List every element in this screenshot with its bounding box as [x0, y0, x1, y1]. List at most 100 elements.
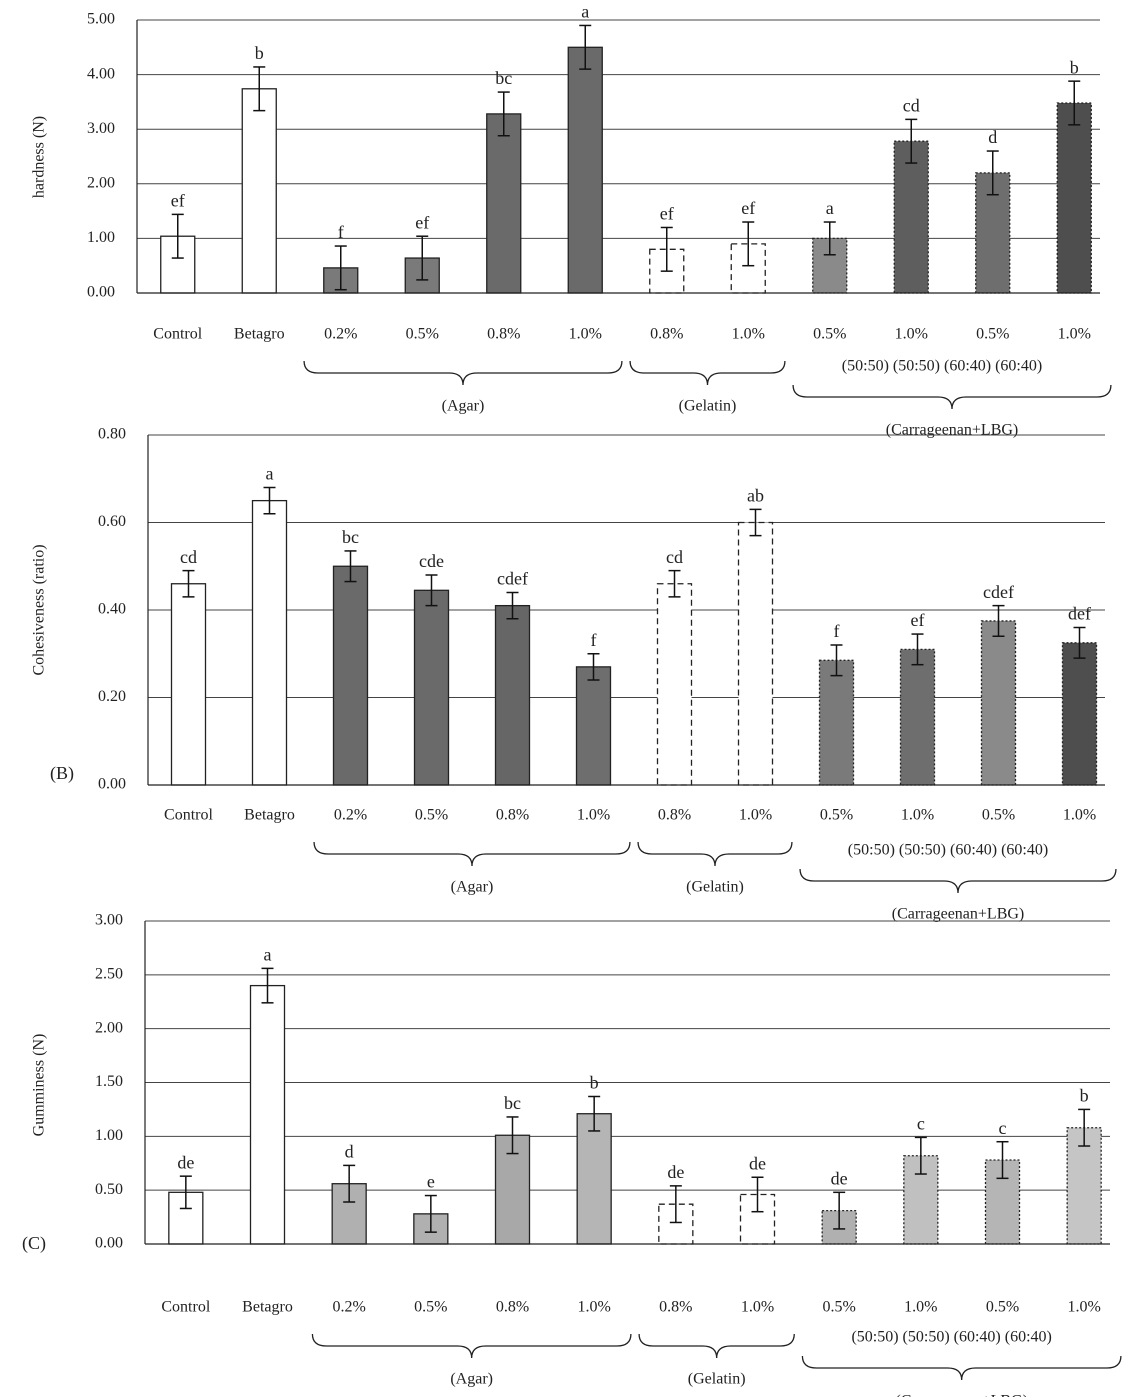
- y-tick-label: 0.00: [87, 284, 115, 301]
- significance-letter: cd: [903, 95, 920, 115]
- ratio-label: (50:50) (50:50) (60:40) (60:40): [851, 1329, 1051, 1346]
- group-label: (Gelatin): [686, 879, 744, 896]
- x-tick-label: 1.0%: [895, 326, 928, 343]
- significance-letter: a: [266, 464, 274, 484]
- group-label: (Carrageenan+LBG): [892, 906, 1025, 923]
- significance-letter: f: [338, 222, 344, 242]
- y-tick-label: 0.00: [95, 1235, 123, 1252]
- significance-letter: a: [264, 944, 272, 964]
- y-tick-label: 0.80: [98, 426, 126, 443]
- bar: [251, 986, 285, 1244]
- group-brace: [630, 361, 785, 385]
- x-tick-label: 1.0%: [1058, 326, 1091, 343]
- y-tick-label: 1.50: [95, 1073, 123, 1090]
- group-brace: [802, 1356, 1120, 1380]
- y-tick-label: 3.00: [87, 120, 115, 137]
- bar: [334, 566, 368, 785]
- bar: [739, 523, 773, 786]
- group-label: (Carrageenan+LBG): [886, 422, 1019, 439]
- significance-letter: b: [255, 43, 264, 63]
- significance-letter: bc: [504, 1093, 521, 1113]
- y-tick-label: 1.00: [95, 1127, 123, 1144]
- bar: [172, 584, 206, 785]
- significance-letter: e: [427, 1172, 435, 1192]
- x-tick-label: 0.8%: [659, 1299, 692, 1316]
- bar: [242, 89, 276, 293]
- group-label: (Agar): [450, 1371, 493, 1388]
- bar: [1057, 103, 1091, 293]
- x-tick-label: 0.5%: [414, 1299, 447, 1316]
- significance-letter: ef: [415, 212, 429, 232]
- x-tick-label: 0.5%: [976, 326, 1009, 343]
- significance-letter: cdef: [983, 582, 1014, 602]
- x-tick-label: 0.8%: [496, 1299, 529, 1316]
- significance-letter: de: [831, 1168, 848, 1188]
- bar: [487, 114, 521, 293]
- group-label: (Agar): [451, 879, 494, 896]
- x-tick-label: Control: [161, 1299, 210, 1316]
- bar: [496, 606, 530, 785]
- group-brace: [304, 361, 622, 385]
- x-tick-label: Control: [164, 807, 213, 824]
- x-tick-label: 0.8%: [658, 807, 691, 824]
- significance-letter: ef: [171, 191, 185, 211]
- x-tick-label: 0.5%: [415, 807, 448, 824]
- x-tick-label: 1.0%: [741, 1299, 774, 1316]
- x-tick-label: 0.2%: [333, 1299, 366, 1316]
- x-tick-label: 1.0%: [577, 807, 610, 824]
- figure: 0.001.002.003.004.005.00hardness (N)efCo…: [0, 0, 1141, 1397]
- significance-letter: d: [988, 127, 997, 147]
- bar: [1063, 643, 1097, 785]
- x-tick-label: 1.0%: [1063, 807, 1096, 824]
- significance-letter: cde: [419, 551, 444, 571]
- significance-letter: bc: [342, 527, 359, 547]
- significance-letter: de: [667, 1162, 684, 1182]
- significance-letter: f: [591, 630, 597, 650]
- significance-letter: a: [826, 198, 834, 218]
- y-tick-label: 0.20: [98, 688, 126, 705]
- significance-letter: d: [345, 1142, 354, 1162]
- x-tick-label: 1.0%: [901, 807, 934, 824]
- group-brace: [639, 1334, 794, 1358]
- y-axis-title: hardness (N): [31, 116, 48, 198]
- y-tick-label: 0.50: [95, 1181, 123, 1198]
- panel-label: (C): [22, 1233, 46, 1254]
- y-axis-title: Cohesiveness (ratio): [31, 544, 48, 675]
- significance-letter: b: [590, 1073, 599, 1093]
- y-axis-title: Gumminess (N): [31, 1034, 48, 1137]
- y-tick-label: 1.00: [87, 229, 115, 246]
- x-tick-label: 0.2%: [324, 326, 357, 343]
- group-brace: [638, 842, 792, 866]
- x-tick-label: 0.5%: [406, 326, 439, 343]
- significance-letter: de: [749, 1153, 766, 1173]
- y-tick-label: 0.60: [98, 513, 126, 530]
- ratio-label: (50:50) (50:50) (60:40) (60:40): [842, 358, 1042, 375]
- x-tick-label: 0.8%: [487, 326, 520, 343]
- y-tick-label: 5.00: [87, 11, 115, 28]
- x-tick-label: 0.5%: [986, 1299, 1019, 1316]
- significance-letter: bc: [495, 68, 512, 88]
- ratio-label: (50:50) (50:50) (60:40) (60:40): [848, 842, 1048, 859]
- bar: [568, 47, 602, 293]
- group-brace: [793, 385, 1111, 409]
- significance-letter: ab: [747, 486, 764, 506]
- group-label: (Carrageenan+LBG): [895, 1393, 1028, 1397]
- significance-letter: cdef: [497, 569, 528, 589]
- x-tick-label: 0.8%: [650, 326, 683, 343]
- y-tick-label: 4.00: [87, 65, 115, 82]
- y-tick-label: 0.00: [98, 776, 126, 793]
- significance-letter: c: [917, 1114, 925, 1134]
- group-label: (Agar): [442, 398, 485, 415]
- significance-letter: a: [581, 2, 589, 22]
- x-tick-label: 1.0%: [1068, 1299, 1101, 1316]
- bar: [820, 660, 854, 785]
- y-tick-label: 0.40: [98, 601, 126, 618]
- x-tick-label: 0.5%: [820, 807, 853, 824]
- group-brace: [800, 869, 1116, 893]
- group-label: (Gelatin): [688, 1371, 746, 1388]
- page: {"chart_data": [ {"type": "bar", "y_labe…: [0, 0, 1141, 1397]
- y-tick-label: 2.00: [87, 174, 115, 191]
- x-tick-label: 0.5%: [982, 807, 1015, 824]
- x-tick-label: Control: [153, 326, 202, 343]
- significance-letter: c: [999, 1118, 1007, 1138]
